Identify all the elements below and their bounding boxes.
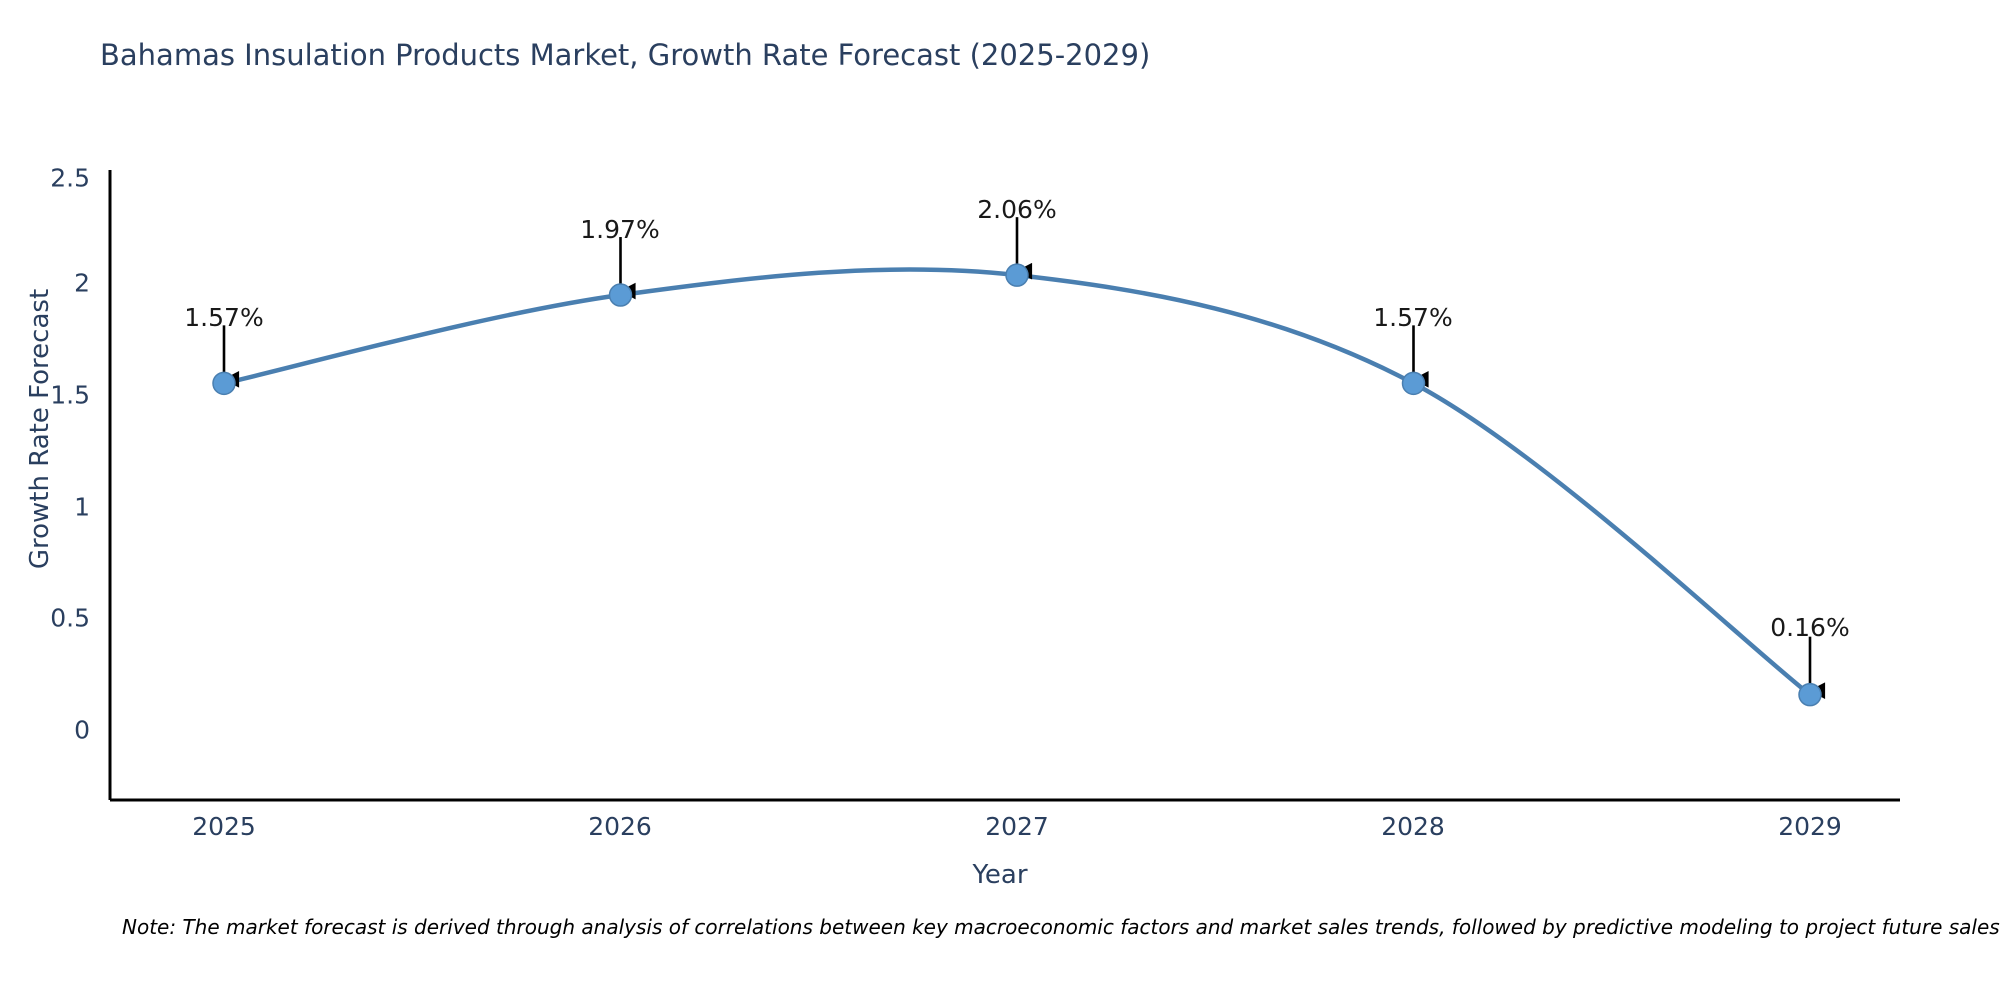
data-line-series [221, 267, 1813, 697]
y-tick-label: 2 [74, 268, 90, 298]
x-axis-title: Year [972, 860, 1028, 890]
x-tick-label: 2025 [192, 812, 256, 841]
data-point-marker[interactable] [608, 283, 633, 307]
footnote-text: Note: The market forecast is derived thr… [122, 915, 2000, 939]
x-tick-label: 2029 [1778, 812, 1842, 841]
y-tick-label: 2.5 [50, 163, 90, 193]
data-point-marker[interactable] [1401, 371, 1426, 396]
y-tick-label: 0 [74, 715, 90, 745]
x-tick-label: 2028 [1381, 812, 1445, 841]
annotation-arrows [222, 217, 1826, 699]
data-point-marker[interactable] [212, 371, 236, 396]
chart-title: Bahamas Insulation Products Market, Grow… [100, 38, 1151, 72]
x-tick-label: 2026 [588, 812, 652, 841]
y-tick-label: 1.5 [50, 380, 90, 410]
y-tick-label: 0.5 [50, 603, 90, 633]
data-point-marker[interactable] [1798, 682, 1822, 707]
y-tick-label: 1 [74, 492, 90, 522]
data-point-markers [212, 263, 1822, 707]
data-point-marker[interactable] [1005, 263, 1029, 287]
x-tick-label: 2027 [985, 812, 1049, 841]
